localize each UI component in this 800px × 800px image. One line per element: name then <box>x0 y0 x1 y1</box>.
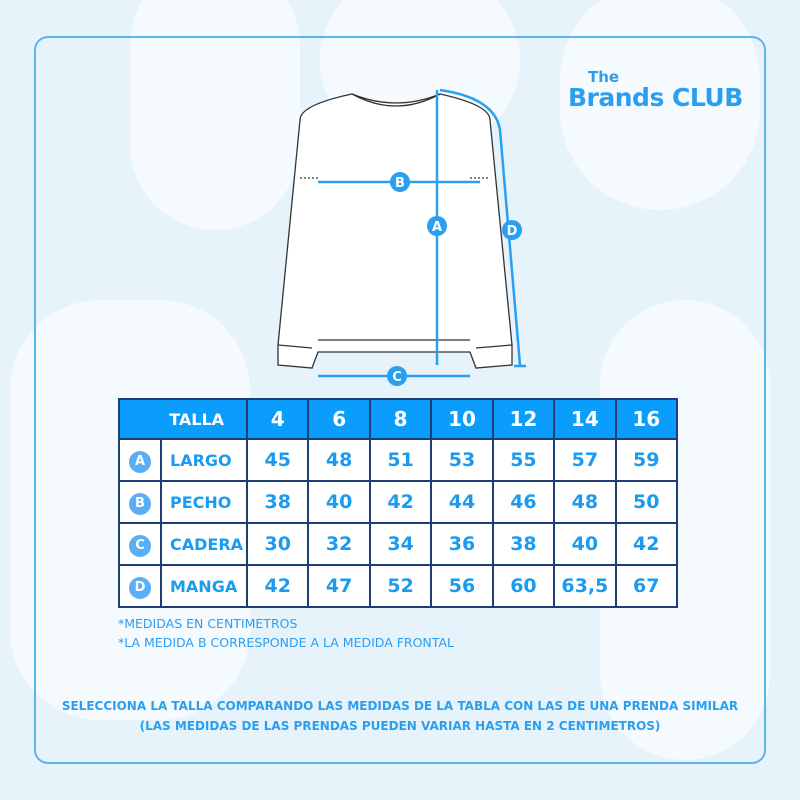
measure-label: MANGA <box>159 564 249 608</box>
bg-shape <box>560 0 760 210</box>
letter-badge: C <box>129 534 151 557</box>
table-cell: 42 <box>246 564 310 608</box>
table-cell: 48 <box>553 480 617 524</box>
brand-logo: The Brands CLUB <box>568 68 743 112</box>
label-a: A <box>432 220 442 235</box>
table-cell: 44 <box>430 480 494 524</box>
table-cell: 55 <box>491 438 556 482</box>
table-cell: 42 <box>368 480 433 524</box>
measure-label: PECHO <box>159 480 249 524</box>
sweatshirt-diagram: A B C D <box>277 88 526 386</box>
table-cell: 52 <box>368 564 433 608</box>
label-c: C <box>392 370 402 385</box>
table-cell: 60 <box>491 564 556 608</box>
table-cell: 59 <box>614 438 679 482</box>
table-cell: 51 <box>368 438 433 482</box>
table-cell: 38 <box>246 480 310 524</box>
measure-label: LARGO <box>159 438 249 482</box>
footer-note: SELECCIONA LA TALLA COMPARANDO LAS MEDID… <box>61 699 739 733</box>
label-d: D <box>507 224 518 239</box>
table-cell: 53 <box>430 438 494 482</box>
letter-badge: D <box>129 576 151 599</box>
table-cell: 32 <box>307 522 371 566</box>
table-cell: 46 <box>491 480 556 524</box>
table-cell: 36 <box>430 522 494 566</box>
table-cell: 42 <box>614 522 679 566</box>
table-cell: 30 <box>246 522 310 566</box>
table-cell: 48 <box>307 438 371 482</box>
size-table: TALLA 4 6 8 10 12 14 16 A LARGO 45 48 51 53 55 57 59 B P… <box>117 398 679 608</box>
table-cell: 38 <box>491 522 556 566</box>
table-cell: 34 <box>368 522 433 566</box>
table-cell: 56 <box>430 564 494 608</box>
table-cell: 45 <box>246 438 310 482</box>
table-header: TALLA 4 6 8 10 12 14 16 <box>117 398 679 440</box>
label-b: B <box>395 176 405 191</box>
table-cell: 63,5 <box>553 564 617 608</box>
table-cell: 40 <box>553 522 617 566</box>
table-cell: 40 <box>307 480 371 524</box>
bg-shape <box>130 0 300 230</box>
measure-label: CADERA <box>159 522 249 566</box>
table-cell: 57 <box>553 438 617 482</box>
frame <box>34 36 766 764</box>
table-row: B PECHO 38 40 42 44 46 48 50 <box>118 480 679 524</box>
table-row: C CADERA 30 32 34 36 38 40 42 <box>118 522 679 566</box>
letter-badge: B <box>129 492 151 515</box>
table-row: A LARGO 45 48 51 53 55 57 59 <box>118 438 679 482</box>
table-cell: 50 <box>614 480 679 524</box>
table-row: D MANGA 42 47 52 56 60 63,5 67 <box>118 564 679 608</box>
table-cell: 47 <box>307 564 371 608</box>
letter-badge: A <box>129 450 151 473</box>
table-cell: 67 <box>614 564 679 608</box>
notes: *MEDIDAS EN CENTIMETROS *LA MEDIDA B COR… <box>118 616 454 650</box>
